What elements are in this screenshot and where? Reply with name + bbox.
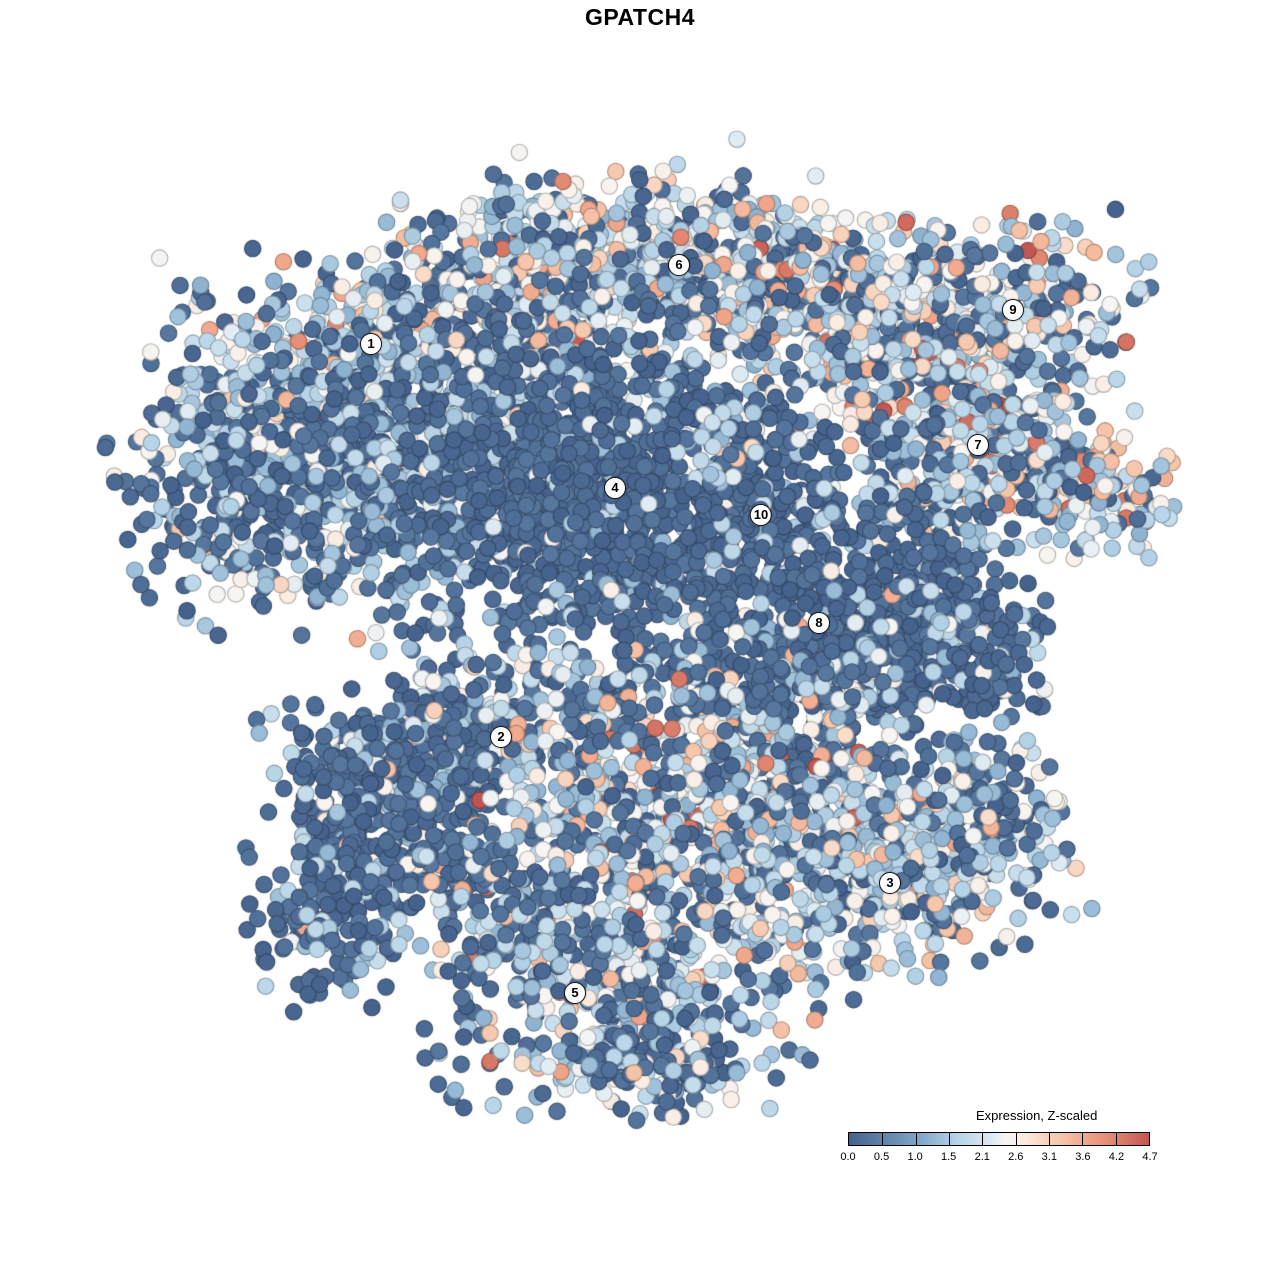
legend-tick-label: 1.0 bbox=[907, 1151, 923, 1163]
cluster-label-1: 1 bbox=[360, 333, 382, 355]
colorbar-tick-mark bbox=[949, 1133, 950, 1145]
colorbar bbox=[848, 1132, 1150, 1146]
legend-tick-label: 1.5 bbox=[941, 1151, 957, 1163]
legend-tick-label: 4.7 bbox=[1142, 1151, 1158, 1163]
legend-tick-label: 2.6 bbox=[1008, 1151, 1024, 1163]
legend-tick-label: 0.5 bbox=[873, 1151, 890, 1163]
legend-tick-label: 3.1 bbox=[1041, 1151, 1057, 1163]
legend-tick-label: 4.2 bbox=[1108, 1151, 1125, 1163]
cluster-label-10: 10 bbox=[749, 504, 773, 526]
cluster-label-3: 3 bbox=[879, 872, 901, 894]
cluster-label-5: 5 bbox=[564, 982, 586, 1004]
colorbar-tick-labels: 0.0 0.5 1.0 1.5 2.1 2.6 3.1 3.6 4.2 4.7 bbox=[840, 1151, 1157, 1165]
cluster-label-8: 8 bbox=[808, 612, 830, 634]
cluster-label-7: 7 bbox=[967, 434, 989, 456]
colorbar-tick-mark bbox=[915, 1133, 917, 1145]
colorbar-tick-mark bbox=[1115, 1133, 1117, 1145]
page-title: GPATCH4 bbox=[585, 4, 695, 30]
colorbar-tick-mark bbox=[882, 1133, 884, 1145]
cluster-label-2: 2 bbox=[490, 726, 512, 748]
cluster-label-9: 9 bbox=[1002, 299, 1024, 321]
legend-tick-label: 3.6 bbox=[1075, 1151, 1091, 1163]
cluster-label-6: 6 bbox=[668, 254, 690, 276]
colorbar-tick-mark bbox=[1049, 1133, 1050, 1145]
colorbar-tick-mark bbox=[1082, 1133, 1084, 1145]
legend-tick-label: 2.1 bbox=[974, 1151, 990, 1163]
colorbar-tick-mark bbox=[1015, 1133, 1017, 1145]
expression-colorbar-legend: Expression, Z-scaled 0.0 0.5 1.0 1.5 2.1 2.6 3… bbox=[840, 1106, 1157, 1170]
legend-tick-label: 0.0 bbox=[840, 1151, 856, 1163]
cluster-label-4: 4 bbox=[604, 477, 626, 499]
legend-title: Expression, Z-scaled bbox=[976, 1108, 1098, 1123]
colorbar-tick-mark bbox=[982, 1133, 984, 1145]
